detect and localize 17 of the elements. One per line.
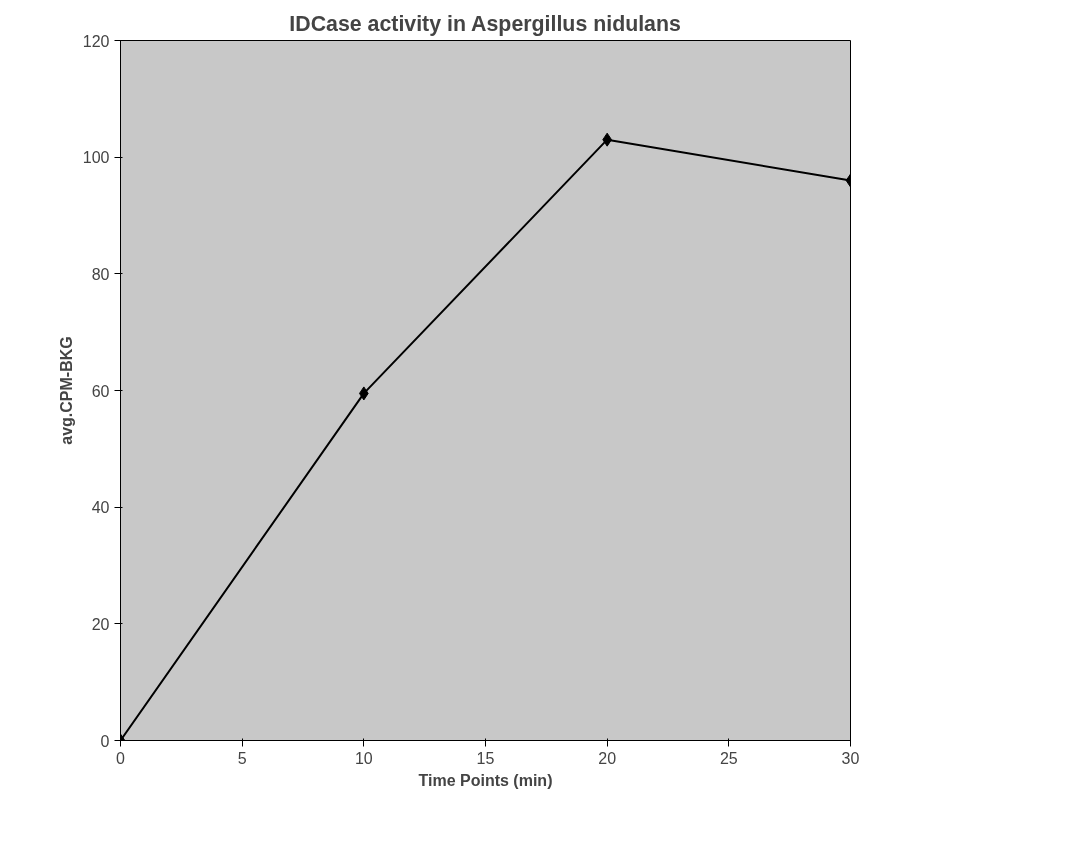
x-tick-label: 5	[237, 749, 247, 767]
y-tick-label: 20	[91, 615, 110, 633]
y-tick-label: 40	[91, 499, 110, 517]
y-tick-label: 80	[91, 265, 110, 283]
y-axis-title: avg.CPM-BKG	[57, 336, 75, 445]
x-tick-label: 15	[476, 749, 495, 767]
x-tick-label: 25	[719, 749, 738, 767]
y-tick-label: 120	[82, 32, 110, 50]
x-tick-label: 20	[598, 749, 617, 767]
x-tick-label: 0	[116, 749, 126, 767]
y-tick-label: 60	[91, 382, 110, 400]
x-tick-label: 30	[841, 749, 860, 767]
y-tick-label: 0	[100, 732, 110, 750]
chart-title: IDCase activity in Aspergillus nidulans	[289, 11, 681, 36]
x-tick-label: 10	[354, 749, 373, 767]
y-tick-label: 100	[82, 149, 110, 167]
x-axis-title: Time Points (min)	[418, 771, 553, 789]
